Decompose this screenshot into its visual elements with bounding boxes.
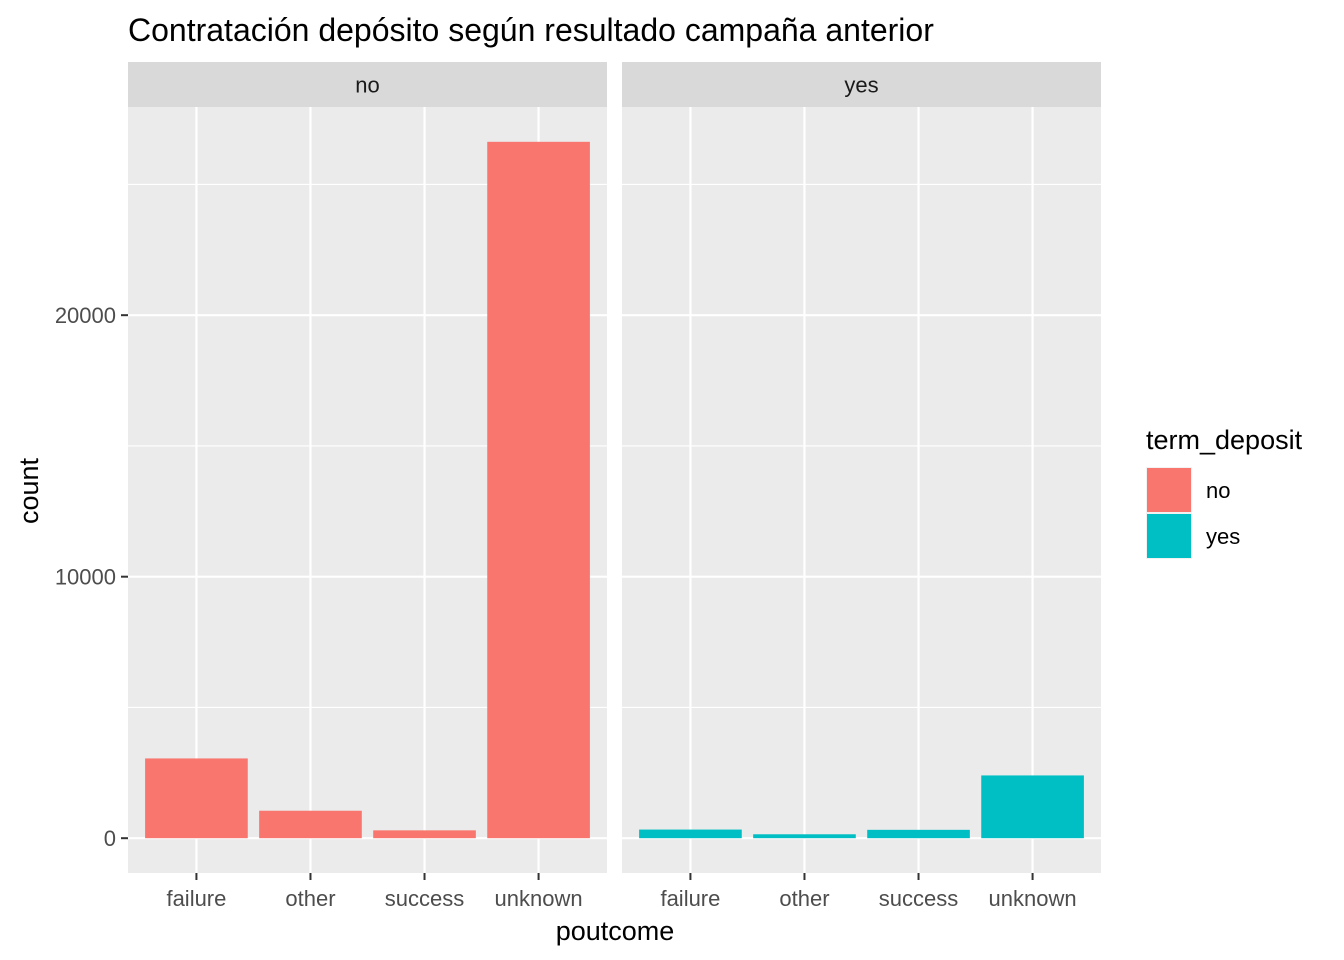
facet-panel-yes: failure other success unknown yes (622, 62, 1101, 911)
x-tick-label: other (285, 886, 335, 911)
x-axis-title: poutcome (556, 916, 675, 946)
x-tick-label: failure (660, 886, 720, 911)
bar-yes-unknown (981, 775, 1084, 839)
bar-no-failure (145, 758, 248, 839)
legend-label: no (1206, 478, 1230, 503)
x-tick-label: unknown (495, 886, 583, 911)
legend-label: yes (1206, 524, 1240, 549)
facet-strip (622, 62, 1101, 107)
bar-yes-success (867, 829, 970, 839)
legend-key-yes (1146, 513, 1192, 559)
bar-yes-failure (639, 829, 742, 839)
y-axis: 0 10000 20000 (55, 303, 128, 851)
bar-no-success (373, 830, 476, 839)
facet-strip-label: yes (844, 73, 878, 98)
x-tick-label: success (879, 886, 958, 911)
bar-yes-other (753, 834, 856, 839)
facet-strip-label: no (355, 73, 379, 98)
facet-panels: failure other success unknown no failure other… (128, 62, 1101, 911)
panel-background (622, 107, 1101, 873)
bar-no-other (259, 810, 362, 839)
x-tick-label: success (385, 886, 464, 911)
chart-title: Contratación depósito según resultado ca… (128, 12, 934, 48)
x-tick-label: failure (166, 886, 226, 911)
y-tick-label: 10000 (55, 565, 116, 590)
legend-key-no (1146, 467, 1192, 513)
bar-no-unknown (487, 141, 590, 839)
y-tick-label: 20000 (55, 303, 116, 328)
x-tick-label: other (779, 886, 829, 911)
x-tick-label: unknown (989, 886, 1077, 911)
facet-panel-no: failure other success unknown no (128, 62, 607, 911)
y-tick-label: 0 (104, 826, 116, 851)
legend-title: term_deposit (1146, 425, 1303, 455)
facet-strip (128, 62, 607, 107)
y-axis-title: count (14, 457, 44, 524)
legend-swatch (1147, 514, 1191, 558)
legend-swatch (1147, 468, 1191, 512)
